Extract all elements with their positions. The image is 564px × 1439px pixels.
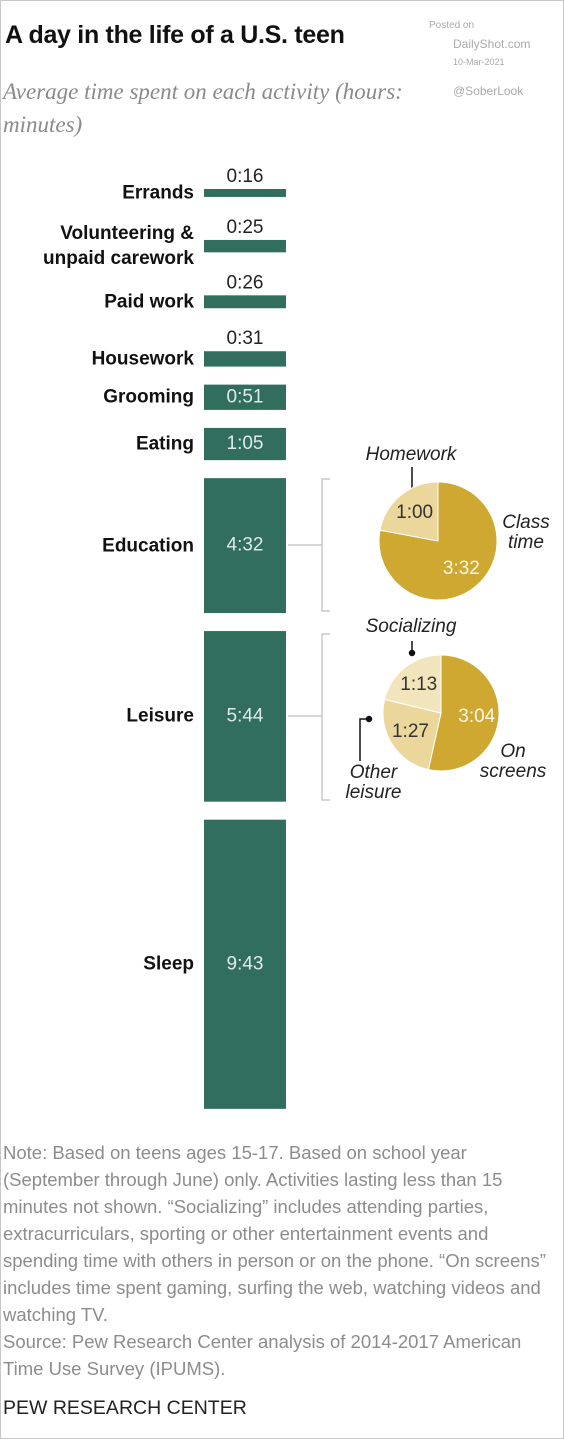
category-label: Errands — [122, 182, 194, 204]
publisher: PEW RESEARCH CENTER — [3, 1397, 247, 1419]
value-label: 0:31 — [227, 328, 264, 349]
slice-name: Homework — [365, 444, 457, 465]
value-label: 1:05 — [227, 433, 264, 454]
slice-name: On screens — [479, 741, 547, 782]
source: Source: Pew Research Center analysis of … — [3, 1331, 522, 1379]
value-label: 0:16 — [227, 166, 264, 187]
value-label: 4:32 — [227, 535, 264, 556]
bar — [204, 189, 286, 197]
category-label: Education — [102, 535, 194, 557]
leader-dot — [408, 649, 416, 657]
chart-title: A day in the life of a U.S. teen — [5, 21, 345, 49]
slice-value-label: 3:04 — [458, 706, 495, 727]
category-label: Sleep — [143, 953, 194, 975]
category-label: Leisure — [126, 705, 194, 727]
education-bracket — [288, 478, 330, 612]
leader-dot — [365, 715, 373, 723]
pie-slice — [427, 654, 500, 772]
note: Note: Based on teens ages 15-17. Based o… — [3, 1142, 546, 1325]
bar — [204, 295, 286, 309]
slice-value-label: 3:32 — [443, 558, 480, 579]
value-label: 0:25 — [227, 217, 264, 238]
value-label: 9:43 — [227, 953, 264, 974]
watermark: DailyShot.com — [453, 37, 531, 51]
bar — [204, 384, 286, 410]
slice-value-label: 1:27 — [392, 721, 429, 742]
slice-name: Socializing — [365, 616, 457, 637]
bar — [204, 819, 286, 1109]
bar — [204, 239, 286, 253]
leader — [359, 718, 369, 761]
slice-value-label: 1:00 — [396, 502, 433, 523]
category-label: Volunteering & unpaid carework — [43, 223, 194, 270]
leisure-bracket — [288, 633, 330, 801]
brackets — [288, 478, 330, 801]
slice-name: Class time — [502, 512, 550, 553]
value-label: 5:44 — [227, 705, 264, 726]
pie-slice — [384, 654, 442, 714]
category-label: Eating — [135, 433, 194, 455]
pie-slice — [382, 698, 442, 771]
value-label: 0:51 — [227, 386, 264, 407]
chart-subtitle: Average time spent on each activity (hou… — [3, 79, 403, 137]
category-label: Paid work — [104, 291, 194, 313]
bar — [204, 631, 286, 802]
value-label: 0:26 — [227, 272, 264, 293]
watermark: 10-Mar-2021 — [453, 57, 505, 67]
bar — [204, 478, 286, 614]
category-label: Housework — [91, 348, 194, 370]
watermark: @SoberLook — [453, 84, 524, 98]
slice-name: Other leisure — [345, 762, 402, 803]
bar — [204, 427, 286, 461]
category-label: Grooming — [103, 386, 194, 408]
pie-slice — [379, 481, 439, 542]
bar — [204, 351, 286, 367]
slice-value-label: 1:13 — [400, 674, 437, 695]
watermark: Posted on — [429, 20, 475, 31]
